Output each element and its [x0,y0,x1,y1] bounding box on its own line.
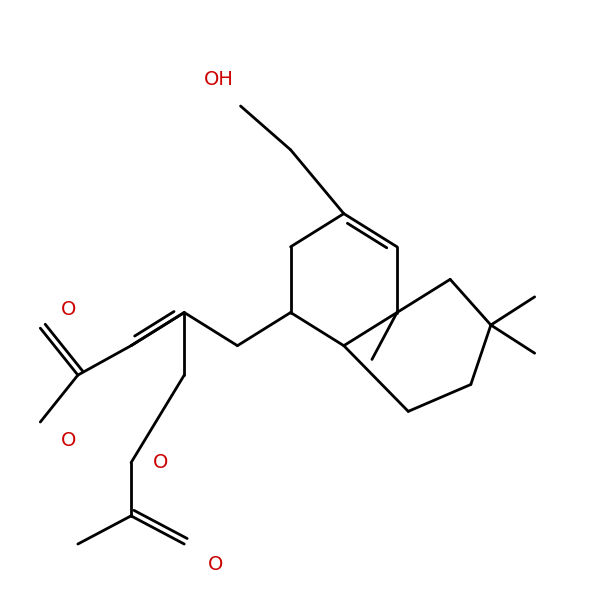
Text: O: O [153,453,169,472]
Text: O: O [61,300,77,319]
Text: O: O [208,554,223,574]
Text: OH: OH [204,70,233,89]
Text: O: O [61,431,77,450]
